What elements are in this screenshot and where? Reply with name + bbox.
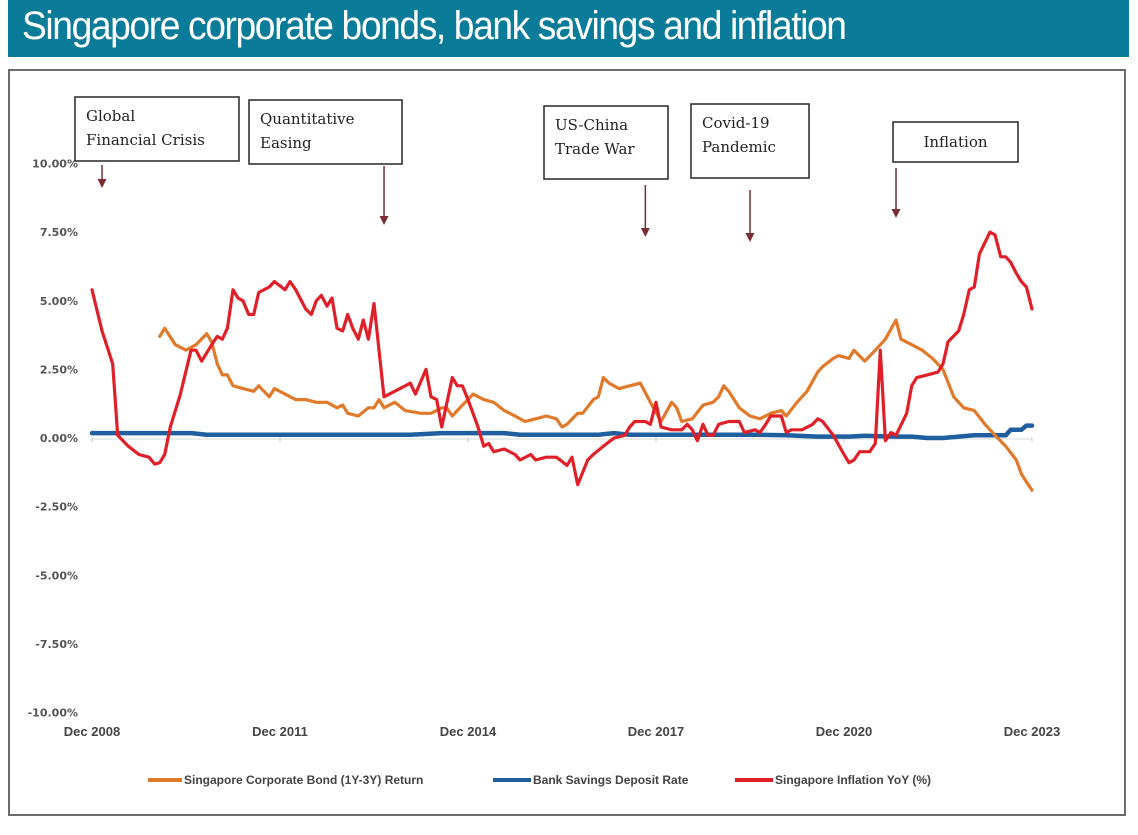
chart-frame xyxy=(8,69,1126,816)
annotation-quantitative-easing: Quantitative Easing xyxy=(248,99,403,225)
arrow-down-icon xyxy=(745,233,755,242)
y-tick-label: -5.00% xyxy=(35,569,78,582)
annotation-covid-19-pandemic: Covid-19 Pandemic xyxy=(690,103,810,242)
y-tick-label: 10.00% xyxy=(32,158,78,171)
arrow-down-icon xyxy=(97,179,107,188)
legend-item: Singapore Corporate Bond (1Y-3Y) Return xyxy=(148,773,423,787)
x-tick-label: Dec 2014 xyxy=(440,724,497,739)
y-tick-label: 0.00% xyxy=(40,432,78,445)
x-tick-label: Dec 2020 xyxy=(816,724,872,739)
annotation-label: Easing xyxy=(260,134,312,152)
legend-label: Singapore Corporate Bond (1Y-3Y) Return xyxy=(184,773,423,787)
y-tick-label: 7.50% xyxy=(40,226,78,239)
arrow-down-icon xyxy=(379,216,389,225)
y-tick-label: 5.00% xyxy=(40,295,78,308)
arrow-down-icon xyxy=(640,228,650,237)
annotation-label: Covid-19 xyxy=(702,114,770,132)
x-axis: Dec 2008 Dec 2011 Dec 2014 Dec 2017 Dec 2020… xyxy=(64,437,1060,739)
annotation-label: US-China xyxy=(555,116,628,134)
series-line-bank-deposit xyxy=(89,423,1035,441)
series-line-inflation xyxy=(90,230,1034,487)
y-tick-label: -2.50% xyxy=(35,501,78,514)
annotation-label: Inflation xyxy=(923,133,987,151)
annotation-box xyxy=(892,121,1019,163)
x-tick-label: Dec 2023 xyxy=(1004,724,1060,739)
legend-label: Bank Savings Deposit Rate xyxy=(533,773,689,787)
series-lines xyxy=(89,230,1035,492)
page-title: Singapore corporate bonds, bank savings … xyxy=(22,4,847,48)
annotation-box xyxy=(74,96,240,162)
annotation-label: Quantitative xyxy=(260,110,355,128)
x-tick-label: Dec 2008 xyxy=(64,724,120,739)
x-tick-label: Dec 2017 xyxy=(628,724,684,739)
annotation-box xyxy=(543,105,669,180)
annotation-label: Global xyxy=(86,107,135,125)
legend: Singapore Corporate Bond (1Y-3Y) Return B… xyxy=(148,773,931,787)
y-axis: 10.00% 7.50% 5.00% 2.50% 0.00% -2.50% -5.00% -7… xyxy=(28,158,1032,720)
annotation-label: Pandemic xyxy=(702,138,776,156)
annotation-inflation: Inflation xyxy=(891,121,1019,218)
y-tick-label: -7.50% xyxy=(35,638,78,651)
annotation-box xyxy=(690,103,810,179)
series-line-corporate-bond xyxy=(158,318,1034,492)
arrow-down-icon xyxy=(891,209,901,218)
annotation-global-financial-crisis: Global Financial Crisis xyxy=(74,96,240,188)
annotation-label: Financial Crisis xyxy=(86,131,205,149)
y-tick-label: -10.00% xyxy=(28,707,78,720)
annotation-box xyxy=(248,99,403,165)
annotation-us-china-trade-war: US-China Trade War xyxy=(543,105,669,237)
y-tick-label: 2.50% xyxy=(40,363,78,376)
annotation-label: Trade War xyxy=(555,140,635,158)
x-tick-label: Dec 2011 xyxy=(252,724,308,739)
title-bar: Singapore corporate bonds, bank savings … xyxy=(8,0,1129,57)
legend-item: Singapore Inflation YoY (%) xyxy=(735,773,931,787)
annotations: Global Financial Crisis Quantitative Easing… xyxy=(74,96,1019,242)
legend-label: Singapore Inflation YoY (%) xyxy=(775,773,931,787)
legend-item: Bank Savings Deposit Rate xyxy=(493,773,689,787)
